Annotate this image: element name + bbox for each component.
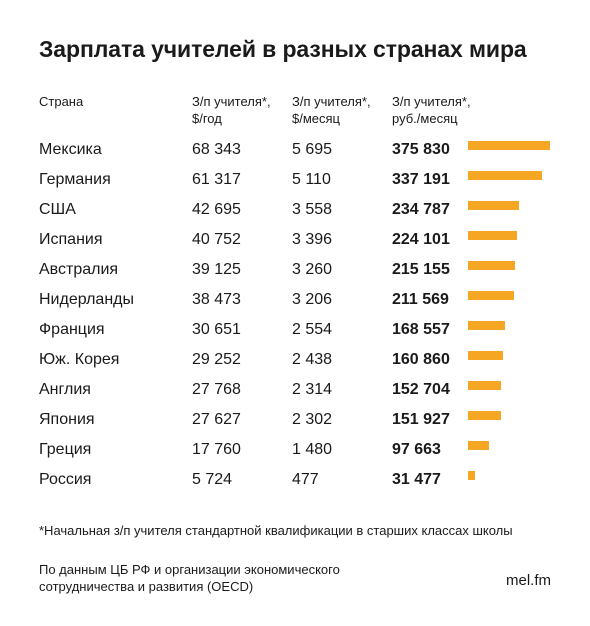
table-row: Австралия 39 125 3 260 215 155 <box>0 255 590 285</box>
usd-month-cell: 3 260 <box>292 261 333 278</box>
source-line-2: сотрудничества и развития (OECD) <box>39 579 254 594</box>
header-country-label: Страна <box>39 94 84 109</box>
salary-bar <box>468 141 550 150</box>
rub-month-cell: 234 787 <box>392 201 450 218</box>
usd-month-cell: 2 554 <box>292 321 333 338</box>
usd-month-cell: 2 314 <box>292 381 333 398</box>
usd-year-cell: 39 125 <box>192 261 241 278</box>
country-cell: Япония <box>39 411 95 428</box>
rub-month-cell: 151 927 <box>392 411 450 428</box>
usd-month-cell: 3 206 <box>292 291 333 308</box>
table-row: Юж. Корея 29 252 2 438 160 860 <box>0 345 590 375</box>
header-country: Страна <box>39 93 83 110</box>
salary-bar <box>468 261 515 270</box>
usd-month-cell: 3 558 <box>292 201 333 218</box>
source-note: По данным ЦБ РФ и организации экономичес… <box>39 561 340 595</box>
table-row: Испания 40 752 3 396 224 101 <box>0 225 590 255</box>
header-usd-year-line2: $/год <box>192 111 222 126</box>
usd-year-cell: 68 343 <box>192 141 241 158</box>
header-usd-month-line2: $/месяц <box>292 111 340 126</box>
usd-month-cell: 1 480 <box>292 441 333 458</box>
header-usd-month: З/п учителя*, $/месяц <box>292 93 371 127</box>
usd-month-cell: 3 396 <box>292 231 333 248</box>
usd-year-cell: 27 627 <box>192 411 241 428</box>
usd-year-cell: 61 317 <box>192 171 241 188</box>
brand-logo-text: mel.fm <box>506 572 551 589</box>
table-row: Мексика 68 343 5 695 375 830 <box>0 135 590 165</box>
header-rub-month: З/п учителя*, руб./месяц <box>392 93 471 127</box>
salary-bar <box>468 321 505 330</box>
source-line-1: По данным ЦБ РФ и организации экономичес… <box>39 562 340 577</box>
usd-year-cell: 40 752 <box>192 231 241 248</box>
table-row: Нидерланды 38 473 3 206 211 569 <box>0 285 590 315</box>
salary-bar <box>468 231 517 240</box>
country-cell: Юж. Корея <box>39 351 120 368</box>
header-usd-year: З/п учителя*, $/год <box>192 93 271 127</box>
country-cell: Англия <box>39 381 91 398</box>
usd-year-cell: 17 760 <box>192 441 241 458</box>
header-usd-year-line1: З/п учителя*, <box>192 94 271 109</box>
usd-year-cell: 38 473 <box>192 291 241 308</box>
table-row: Германия 61 317 5 110 337 191 <box>0 165 590 195</box>
usd-year-cell: 5 724 <box>192 471 233 488</box>
usd-month-cell: 5 110 <box>292 171 331 188</box>
country-cell: Мексика <box>39 141 102 158</box>
rub-month-cell: 211 569 <box>392 291 449 308</box>
salary-bar <box>468 171 542 180</box>
country-cell: Нидерланды <box>39 291 134 308</box>
usd-year-cell: 42 695 <box>192 201 241 218</box>
rub-month-cell: 215 155 <box>392 261 450 278</box>
header-usd-month-line1: З/п учителя*, <box>292 94 371 109</box>
salary-bar <box>468 201 519 210</box>
rub-month-cell: 160 860 <box>392 351 450 368</box>
rub-month-cell: 31 477 <box>392 471 441 488</box>
rub-month-cell: 224 101 <box>392 231 450 248</box>
rub-month-cell: 337 191 <box>392 171 450 188</box>
salary-bar <box>468 381 501 390</box>
table-row: Япония 27 627 2 302 151 927 <box>0 405 590 435</box>
usd-year-cell: 30 651 <box>192 321 241 338</box>
chart-title: Зарплата учителей в разных странах мира <box>39 36 527 62</box>
country-cell: Испания <box>39 231 103 248</box>
table-row: Франция 30 651 2 554 168 557 <box>0 315 590 345</box>
salary-table: Мексика 68 343 5 695 375 830 Германия 61 317 5… <box>0 135 590 495</box>
salary-bar <box>468 291 514 300</box>
rub-month-cell: 152 704 <box>392 381 450 398</box>
table-row: США 42 695 3 558 234 787 <box>0 195 590 225</box>
country-cell: Россия <box>39 471 92 488</box>
country-cell: Австралия <box>39 261 119 278</box>
usd-month-cell: 2 302 <box>292 411 333 428</box>
salary-bar <box>468 411 501 420</box>
footnote: *Начальная з/п учителя стандартной квали… <box>39 523 513 538</box>
salary-bar <box>468 441 489 450</box>
table-row: Греция 17 760 1 480 97 663 <box>0 435 590 465</box>
usd-year-cell: 29 252 <box>192 351 241 368</box>
salary-bar <box>468 471 475 480</box>
rub-month-cell: 375 830 <box>392 141 450 158</box>
usd-year-cell: 27 768 <box>192 381 241 398</box>
country-cell: США <box>39 201 76 218</box>
salary-bar <box>468 351 503 360</box>
rub-month-cell: 97 663 <box>392 441 441 458</box>
header-rub-month-line2: руб./месяц <box>392 111 458 126</box>
rub-month-cell: 168 557 <box>392 321 450 338</box>
usd-month-cell: 2 438 <box>292 351 333 368</box>
header-rub-month-line1: З/п учителя*, <box>392 94 471 109</box>
country-cell: Франция <box>39 321 105 338</box>
country-cell: Греция <box>39 441 92 458</box>
usd-month-cell: 5 695 <box>292 141 333 158</box>
table-row: Англия 27 768 2 314 152 704 <box>0 375 590 405</box>
table-row: Россия 5 724 477 31 477 <box>0 465 590 495</box>
country-cell: Германия <box>39 171 111 188</box>
usd-month-cell: 477 <box>292 471 319 488</box>
